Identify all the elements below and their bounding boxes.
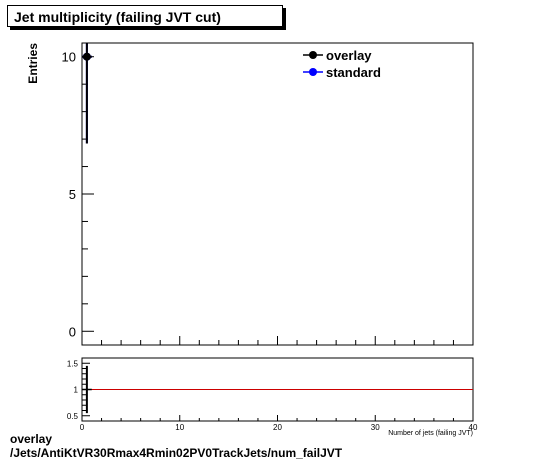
y-tick-label: 0 — [69, 324, 76, 339]
ratio-y-tick-label: 1.5 — [67, 359, 79, 368]
legend-marker — [309, 51, 317, 59]
legend-marker — [309, 68, 317, 76]
legend-entry: standard — [326, 65, 381, 80]
footer-path: /Jets/AntiKtVR30Rmax4Rmin02PV0TrackJets/… — [10, 446, 343, 460]
x-axis-label: Number of jets (failing JVT) — [388, 430, 473, 437]
data-point — [82, 52, 91, 61]
main-plot-frame — [81, 42, 474, 346]
y-tick-label: 10 — [62, 50, 76, 65]
x-tick-label: 30 — [371, 423, 380, 432]
legend-entry: overlay — [326, 48, 372, 63]
footer-label: overlay — [10, 432, 53, 446]
x-tick-label: 40 — [469, 423, 478, 432]
ratio-y-tick-label: 1 — [74, 386, 79, 395]
chart-title: Jet multiplicity (failing JVT cut) — [7, 5, 283, 27]
ratio-y-tick-label: 0.5 — [67, 412, 79, 421]
x-tick-label: 10 — [175, 423, 184, 432]
y-axis-label: Entries — [26, 43, 40, 84]
x-tick-label: 20 — [273, 423, 282, 432]
x-tick-label: 0 — [80, 423, 85, 432]
y-tick-label: 5 — [69, 187, 76, 202]
